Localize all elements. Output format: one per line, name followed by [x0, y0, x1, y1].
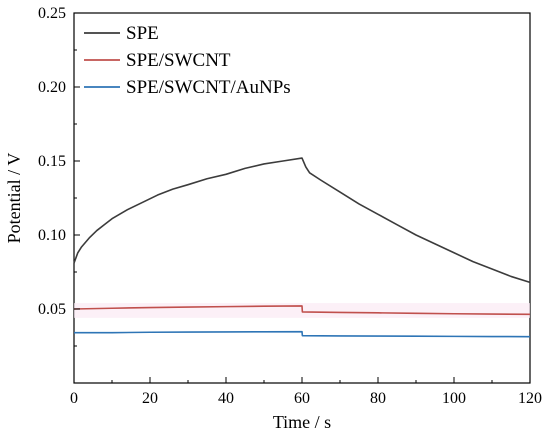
y-tick-label: 0.15: [38, 153, 66, 170]
y-tick-label: 0.20: [38, 79, 66, 96]
series-line-2: [73, 305, 531, 316]
x-tick-label: 120: [518, 390, 542, 407]
x-tick-label: 80: [370, 390, 386, 407]
x-tick-label: 100: [442, 390, 466, 407]
legend-label: SPE: [126, 23, 159, 44]
y-tick-label: 0.10: [38, 227, 66, 244]
x-tick-label: 40: [218, 390, 234, 407]
y-axis: 0.05 0.10 0.15 0.20 0.25: [38, 5, 80, 347]
legend-label: SPE/SWCNT: [126, 50, 231, 71]
series-group: [73, 157, 531, 338]
y-tick-label: 0.05: [38, 301, 66, 318]
y-tick-label: 0.25: [38, 5, 66, 22]
x-axis: 0 20 40 60 80 100 120: [70, 377, 542, 407]
x-axis-label: Time / s: [273, 412, 331, 432]
y-axis-label: Potential / V: [4, 153, 24, 244]
series-line-1: [73, 157, 531, 284]
x-tick-label: 0: [70, 390, 78, 407]
legend: SPE SPE/SWCNT SPE/SWCNT/AuNPs: [84, 23, 291, 98]
x-tick-label: 20: [142, 390, 158, 407]
series-line-3: [74, 330, 531, 338]
x-tick-label: 60: [294, 390, 310, 407]
legend-label: SPE/SWCNT/AuNPs: [126, 77, 291, 98]
